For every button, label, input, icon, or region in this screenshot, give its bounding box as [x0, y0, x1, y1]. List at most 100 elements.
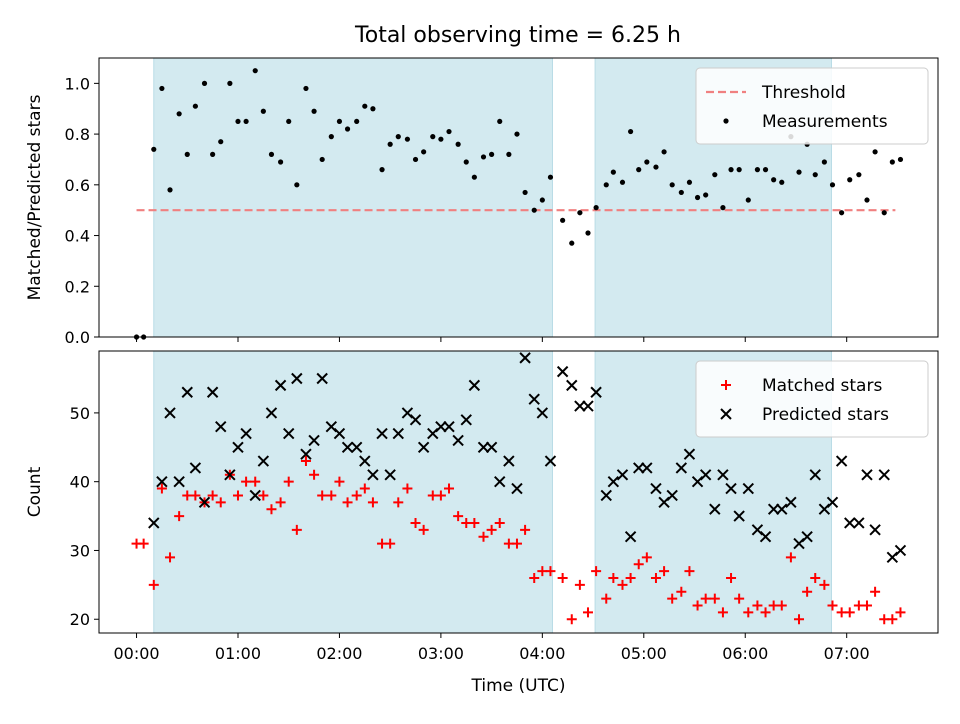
- data-point: [699, 469, 712, 481]
- data-point: [676, 586, 687, 597]
- data-point: [653, 164, 659, 170]
- data-point: [317, 490, 328, 501]
- data-point: [624, 530, 637, 543]
- data-point: [201, 80, 208, 86]
- data-point: [379, 167, 385, 173]
- data-point: [675, 462, 688, 474]
- data-point: [148, 579, 159, 590]
- data-point: [650, 482, 662, 495]
- data-point: [184, 151, 190, 157]
- data-point: [667, 593, 678, 604]
- data-point: [164, 407, 176, 419]
- y-tick-label: 1.0: [65, 74, 90, 93]
- data-point: [694, 194, 701, 201]
- x-tick-label: 01:00: [215, 644, 261, 663]
- data-point: [350, 441, 363, 454]
- data-point: [376, 427, 388, 440]
- data-point: [686, 179, 693, 185]
- data-point: [334, 476, 345, 487]
- data-point: [881, 210, 887, 216]
- data-point: [210, 151, 216, 157]
- data-point: [703, 192, 709, 198]
- data-point: [608, 572, 619, 583]
- data-point: [291, 524, 302, 535]
- data-point: [809, 469, 821, 481]
- data-point: [409, 414, 422, 426]
- data-point: [367, 497, 378, 508]
- data-point: [590, 386, 602, 398]
- data-point: [404, 136, 411, 142]
- data-point: [628, 128, 634, 135]
- data-point: [417, 441, 430, 454]
- data-point: [827, 600, 838, 611]
- data-point: [156, 483, 167, 494]
- data-point: [303, 85, 309, 92]
- data-point: [333, 427, 346, 440]
- data-point: [444, 483, 455, 494]
- data-point: [745, 197, 751, 203]
- data-point: [235, 118, 241, 125]
- data-point: [641, 552, 652, 563]
- legend-box: [695, 67, 929, 145]
- data-point: [574, 579, 585, 590]
- data-point: [878, 469, 890, 481]
- y-axis-label: Count: [25, 466, 45, 517]
- data-point: [241, 476, 252, 487]
- data-point: [759, 530, 772, 543]
- data-point: [384, 469, 396, 481]
- data-point: [277, 159, 284, 165]
- data-point: [393, 497, 404, 508]
- data-point: [856, 172, 862, 178]
- data-point: [752, 600, 763, 611]
- x-tick-label: 04:00: [519, 644, 565, 663]
- data-point: [894, 544, 907, 557]
- data-point: [480, 154, 487, 160]
- data-point: [215, 420, 227, 433]
- data-point: [326, 490, 337, 501]
- data-point: [438, 136, 444, 142]
- data-point: [864, 197, 870, 203]
- data-point: [801, 530, 813, 543]
- data-point: [742, 482, 754, 495]
- y-tick-label: 0.4: [65, 227, 90, 246]
- data-point: [268, 151, 275, 157]
- x-tick-label: 05:00: [621, 644, 667, 663]
- data-point: [410, 517, 421, 528]
- data-point: [835, 455, 848, 467]
- data-point: [593, 205, 599, 211]
- data-point: [511, 538, 522, 549]
- data-point: [430, 134, 436, 140]
- data-point: [511, 482, 523, 495]
- data-point: [232, 441, 244, 454]
- data-point: [418, 524, 429, 535]
- data-point: [218, 139, 224, 145]
- data-point: [544, 455, 557, 467]
- data-point: [232, 490, 243, 501]
- data-point: [861, 469, 873, 481]
- data-point: [165, 552, 176, 563]
- data-point: [311, 108, 317, 114]
- data-point: [895, 607, 906, 618]
- data-point: [796, 169, 802, 175]
- data-point: [274, 379, 287, 392]
- data-point: [392, 427, 404, 440]
- data-point: [421, 149, 427, 155]
- data-point: [494, 475, 506, 488]
- data-point: [683, 448, 696, 460]
- data-point: [283, 476, 294, 487]
- legend-dot-swatch: [723, 118, 729, 124]
- data-point: [810, 572, 821, 583]
- legend-label: Measurements: [762, 112, 888, 132]
- data-point: [489, 151, 495, 157]
- data-point: [316, 372, 328, 385]
- data-point: [138, 538, 149, 549]
- y-axis-label: Matched/Predicted stars: [25, 94, 45, 300]
- data-point: [308, 434, 320, 447]
- data-point: [603, 182, 609, 188]
- data-point: [286, 118, 292, 125]
- data-point: [720, 205, 726, 211]
- data-point: [601, 593, 612, 604]
- data-point: [556, 365, 569, 378]
- data-point: [861, 600, 872, 611]
